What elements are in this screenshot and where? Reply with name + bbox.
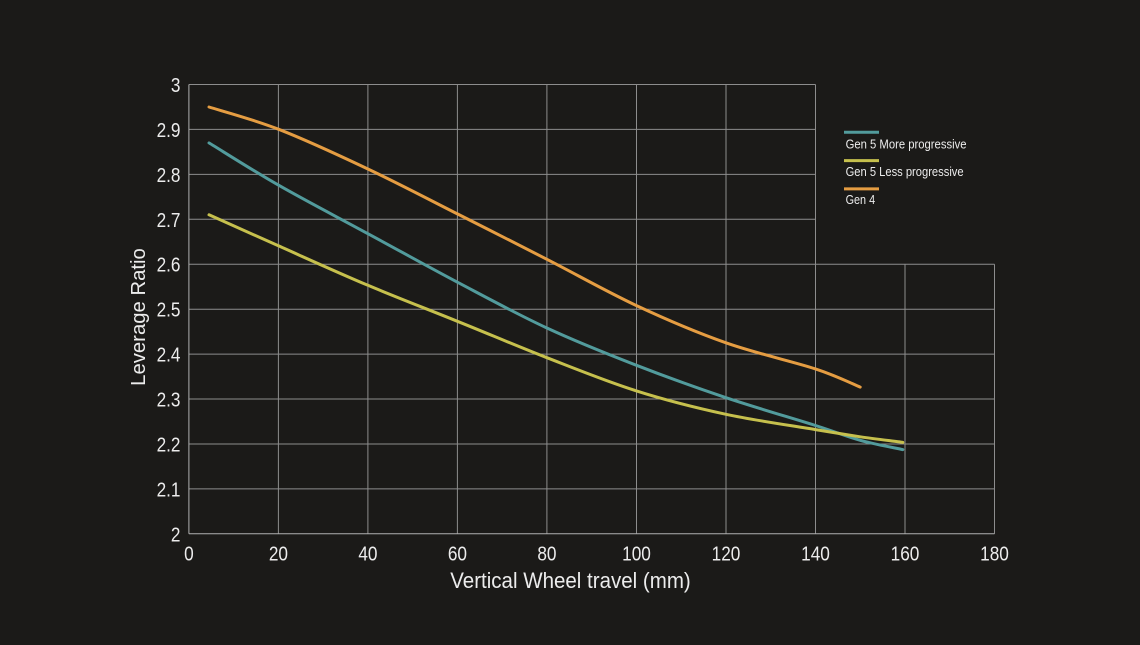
svg-text:3: 3 bbox=[171, 75, 181, 98]
svg-text:2.1: 2.1 bbox=[157, 479, 181, 502]
svg-text:180: 180 bbox=[980, 543, 1009, 566]
svg-text:2.5: 2.5 bbox=[157, 299, 181, 322]
svg-text:Vertical Wheel travel (mm): Vertical Wheel travel (mm) bbox=[450, 568, 691, 593]
svg-text:100: 100 bbox=[622, 543, 651, 566]
svg-text:Leverage Ratio: Leverage Ratio bbox=[127, 248, 150, 386]
svg-text:Gen 5 More progressive: Gen 5 More progressive bbox=[846, 136, 967, 151]
svg-text:0: 0 bbox=[184, 543, 194, 566]
svg-text:2.4: 2.4 bbox=[157, 344, 181, 367]
svg-text:2.8: 2.8 bbox=[157, 165, 181, 188]
svg-text:40: 40 bbox=[358, 543, 377, 566]
svg-text:Gen 4: Gen 4 bbox=[846, 192, 876, 207]
svg-text:160: 160 bbox=[891, 543, 920, 566]
svg-text:2.2: 2.2 bbox=[157, 434, 181, 457]
svg-text:2.3: 2.3 bbox=[157, 389, 181, 412]
svg-text:2.7: 2.7 bbox=[157, 209, 181, 232]
svg-text:120: 120 bbox=[712, 543, 741, 566]
svg-text:2.6: 2.6 bbox=[157, 254, 181, 277]
svg-text:2.9: 2.9 bbox=[157, 120, 181, 143]
svg-text:2: 2 bbox=[171, 524, 181, 547]
svg-text:80: 80 bbox=[537, 543, 556, 566]
svg-text:60: 60 bbox=[448, 543, 467, 566]
svg-text:Gen 5 Less progressive: Gen 5 Less progressive bbox=[846, 164, 964, 179]
svg-text:20: 20 bbox=[269, 543, 288, 566]
svg-text:140: 140 bbox=[801, 543, 830, 566]
